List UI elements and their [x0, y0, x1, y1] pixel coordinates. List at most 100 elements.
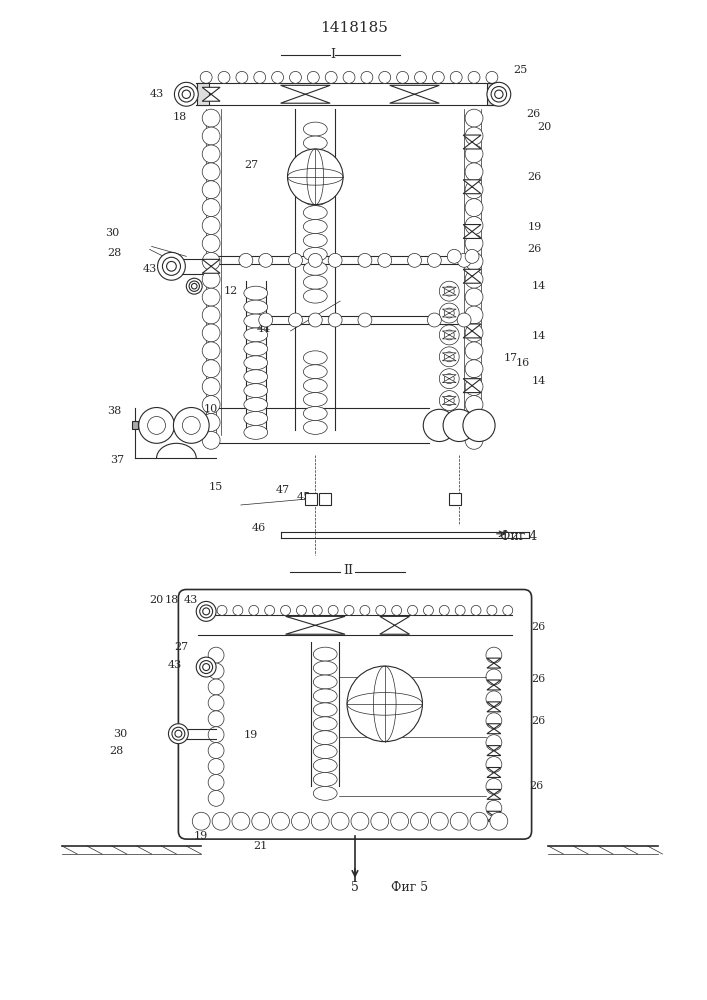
Ellipse shape [303, 150, 327, 164]
Ellipse shape [303, 220, 327, 233]
Polygon shape [463, 413, 481, 427]
Ellipse shape [313, 772, 337, 786]
Text: 26: 26 [527, 109, 541, 119]
Circle shape [328, 313, 342, 327]
Ellipse shape [303, 379, 327, 393]
Circle shape [465, 109, 483, 127]
Circle shape [465, 181, 483, 199]
Circle shape [465, 396, 483, 413]
Text: 14: 14 [532, 331, 546, 341]
Circle shape [233, 605, 243, 615]
Circle shape [439, 412, 459, 432]
Polygon shape [443, 353, 456, 361]
Circle shape [312, 605, 322, 615]
Circle shape [358, 313, 372, 327]
Polygon shape [463, 379, 481, 393]
Circle shape [202, 252, 220, 270]
Circle shape [423, 605, 433, 615]
FancyBboxPatch shape [178, 589, 532, 839]
Circle shape [173, 408, 209, 443]
Circle shape [187, 278, 202, 294]
Circle shape [139, 408, 175, 443]
Circle shape [495, 90, 503, 98]
Circle shape [486, 778, 502, 794]
Text: 43: 43 [168, 660, 182, 670]
Circle shape [208, 679, 224, 695]
Circle shape [254, 71, 266, 83]
Text: 30: 30 [105, 228, 119, 238]
Polygon shape [487, 702, 501, 712]
Circle shape [271, 71, 284, 83]
Circle shape [197, 601, 216, 621]
Circle shape [457, 313, 471, 327]
Polygon shape [443, 331, 456, 339]
Circle shape [433, 71, 444, 83]
Polygon shape [463, 225, 481, 238]
Ellipse shape [244, 314, 268, 328]
Circle shape [376, 605, 386, 615]
Circle shape [175, 730, 182, 737]
Circle shape [202, 324, 220, 342]
Circle shape [455, 605, 465, 615]
Circle shape [444, 308, 454, 318]
Ellipse shape [303, 393, 327, 407]
Polygon shape [390, 85, 439, 103]
Text: 20: 20 [149, 595, 164, 605]
Bar [197, 83, 209, 105]
Text: 26: 26 [532, 622, 546, 632]
Circle shape [208, 695, 224, 711]
Circle shape [486, 647, 502, 663]
Circle shape [308, 253, 322, 267]
Ellipse shape [313, 689, 337, 703]
Circle shape [259, 253, 273, 267]
Circle shape [486, 669, 502, 685]
Bar [132, 421, 138, 429]
Circle shape [200, 71, 212, 83]
Circle shape [471, 605, 481, 615]
Circle shape [486, 71, 498, 83]
Circle shape [450, 812, 468, 830]
Polygon shape [463, 180, 481, 194]
Polygon shape [443, 397, 456, 405]
Circle shape [208, 727, 224, 743]
Bar [305, 493, 317, 505]
Text: 20: 20 [537, 122, 551, 132]
Circle shape [439, 325, 459, 345]
Text: 30: 30 [112, 729, 127, 739]
Circle shape [168, 724, 188, 744]
Circle shape [239, 253, 253, 267]
Text: 37: 37 [110, 455, 124, 465]
Polygon shape [202, 259, 220, 273]
Circle shape [491, 87, 507, 102]
Ellipse shape [244, 356, 268, 370]
Bar [320, 493, 331, 505]
Polygon shape [380, 616, 409, 634]
Circle shape [439, 369, 459, 389]
Circle shape [202, 360, 220, 378]
Circle shape [486, 691, 502, 707]
Ellipse shape [303, 178, 327, 192]
Text: 12: 12 [224, 286, 238, 296]
Circle shape [148, 416, 165, 434]
Circle shape [202, 217, 220, 234]
Circle shape [197, 657, 216, 677]
Circle shape [343, 71, 355, 83]
Circle shape [212, 812, 230, 830]
Circle shape [288, 313, 303, 327]
Circle shape [217, 605, 227, 615]
Circle shape [470, 812, 488, 830]
Polygon shape [487, 746, 501, 756]
Ellipse shape [303, 351, 327, 365]
Ellipse shape [313, 759, 337, 772]
Text: 17: 17 [503, 353, 518, 363]
Bar [449, 493, 461, 505]
Polygon shape [443, 309, 456, 317]
Circle shape [407, 605, 418, 615]
Circle shape [192, 812, 210, 830]
Circle shape [360, 605, 370, 615]
Polygon shape [487, 768, 501, 777]
Circle shape [199, 661, 213, 674]
Text: 26: 26 [527, 172, 542, 182]
Text: I: I [331, 48, 336, 61]
Polygon shape [443, 287, 456, 295]
